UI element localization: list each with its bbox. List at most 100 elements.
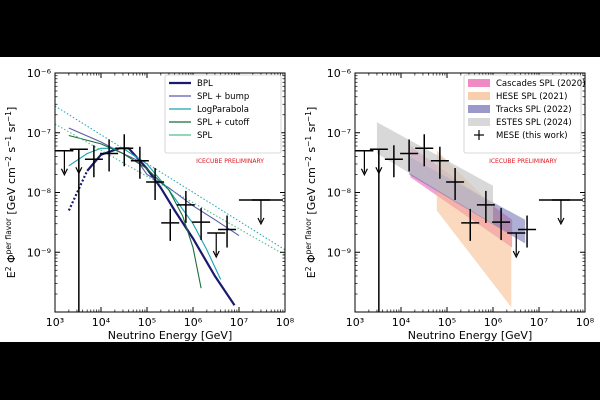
line-bpl	[86, 147, 236, 306]
data-point	[384, 145, 403, 178]
preliminary-label: ICECUBE PRELIMINARY	[489, 158, 557, 165]
upper-limit-arrow	[360, 168, 368, 177]
y-label-part: ]	[5, 107, 18, 111]
line-bpl-low	[67, 170, 89, 211]
data-point	[100, 139, 119, 172]
y-tick-label: 10⁻⁷	[327, 127, 351, 140]
upper-limit-arrow	[257, 217, 265, 226]
legend-label: SPL + bump	[197, 92, 249, 102]
x-tick-label: 10⁶	[484, 316, 503, 329]
x-tick-label: 10⁴	[392, 316, 411, 329]
y-label-part: −1	[4, 111, 13, 122]
data-point	[551, 199, 570, 226]
chart-svg: 10³ 10⁴ 10⁵ 10⁶ 10⁷ 10⁸ 10⁻⁹ 10⁻⁸ 10⁻⁷ 10⁻⁶ Neutri…	[4, 67, 595, 342]
data-point	[476, 190, 495, 223]
line-spl	[55, 123, 285, 256]
data-point	[400, 139, 419, 172]
legend-swatch	[468, 105, 490, 113]
y-label-part: Φ	[5, 254, 18, 266]
y-label-part: E	[305, 271, 318, 278]
y-label-part: −1	[304, 136, 313, 147]
figure: 10³ 10⁴ 10⁵ 10⁶ 10⁷ 10⁸ 10⁻⁹ 10⁻⁸ 10⁻⁷ 10⁻⁶ Neutri…	[0, 57, 600, 342]
x-tick-label: 10⁴	[92, 316, 111, 329]
y-label-part: −2	[4, 156, 13, 167]
x-tick-label: 10⁶	[184, 316, 203, 329]
legend: Cascades SPL (2020) HESE SPL (2021) Tracks…	[463, 74, 585, 154]
plot-area	[55, 105, 285, 312]
y-label-part: per flavor	[4, 217, 13, 254]
y-axis-label: E2 Φper flavor [GeV cm−2 s−1 sr−1]	[4, 107, 18, 279]
legend: BPL SPL + bump LogParabola SPL + cutoff SPL	[164, 74, 282, 154]
x-tick-label: 10³	[346, 316, 364, 329]
x-tick-label: 10⁵	[138, 316, 156, 329]
legend-label: HESE SPL (2021)	[496, 92, 567, 102]
line-spl-bump	[68, 127, 240, 237]
x-tick-label: 10⁷	[230, 316, 248, 329]
data-point	[146, 167, 165, 200]
legend-swatch	[468, 79, 490, 87]
legend-label: SPL	[197, 131, 213, 141]
y-label-part: Φ	[305, 254, 318, 266]
data-point	[446, 167, 465, 200]
x-axis-label: Neutrino Energy [GeV]	[408, 329, 532, 342]
legend-box	[164, 74, 282, 154]
x-tick-label: 10³	[46, 316, 64, 329]
y-label-part: E	[5, 271, 18, 278]
x-tick-label: 10⁷	[530, 316, 548, 329]
y-label-part: [GeV cm	[5, 167, 18, 218]
line-logparabola	[68, 147, 222, 280]
y-label-part: [GeV cm	[305, 167, 318, 218]
x-axis-label: Neutrino Energy [GeV]	[108, 329, 232, 342]
y-label-part: per flavor	[304, 217, 313, 254]
preliminary-label: ICECUBE PRELIMINARY	[196, 158, 264, 165]
legend-label: Tracks SPL (2022)	[495, 105, 572, 115]
legend-label: SPL + cutoff	[197, 118, 250, 128]
y-label-part: s	[305, 147, 318, 156]
y-label-part: 2	[4, 266, 13, 271]
panel-left: 10³ 10⁴ 10⁵ 10⁶ 10⁷ 10⁸ 10⁻⁹ 10⁻⁸ 10⁻⁷ 10⁻⁶ Neutri…	[4, 67, 295, 342]
y-tick-label: 10⁻⁹	[27, 246, 51, 259]
y-label-part: ]	[305, 107, 318, 111]
data-point	[115, 134, 134, 167]
y-label-part: sr	[5, 122, 18, 136]
data-point	[507, 232, 526, 259]
x-tick-label: 10⁸	[276, 316, 295, 329]
data-point	[176, 190, 195, 223]
y-tick-label: 10⁻⁶	[327, 67, 352, 80]
legend-label: LogParabola	[197, 105, 249, 115]
plot-area	[355, 122, 583, 312]
data-point	[492, 208, 511, 241]
upper-limit-arrow	[212, 250, 220, 259]
data-point	[218, 215, 237, 248]
legend-label: ESTES SPL (2024)	[496, 118, 572, 128]
y-tick-label: 10⁻⁷	[27, 127, 51, 140]
data-point	[55, 149, 74, 177]
data-point	[355, 149, 374, 177]
y-label-part: −1	[4, 136, 13, 147]
data-point	[207, 232, 226, 259]
data-point	[430, 146, 449, 179]
upper-limit-arrow	[557, 217, 565, 226]
upper-limit-arrow	[512, 250, 520, 259]
data-point	[415, 134, 434, 167]
data-point	[130, 146, 149, 179]
y-tick-label: 10⁻⁸	[327, 187, 352, 200]
upper-limit-arrow	[60, 168, 68, 177]
y-label-part: sr	[305, 122, 318, 136]
data-point	[518, 215, 537, 248]
y-axis-label: E2 Φper flavor [GeV cm−2 s−1 sr−1]	[304, 107, 318, 279]
band-estes	[376, 122, 493, 224]
legend-swatch	[468, 118, 490, 126]
data-point	[84, 145, 103, 178]
x-tick-label: 10⁸	[576, 316, 595, 329]
legend-label: BPL	[197, 79, 213, 89]
data-point	[251, 199, 270, 226]
legend-swatch	[468, 92, 490, 100]
legend-label: MESE (this work)	[496, 131, 568, 141]
y-tick-label: 10⁻⁸	[27, 187, 52, 200]
panel-right: 10³ 10⁴ 10⁵ 10⁶ 10⁷ 10⁸ 10⁻⁹ 10⁻⁸ 10⁻⁷ 10⁻⁶ Neutri…	[304, 67, 595, 342]
data-point	[461, 208, 480, 241]
y-label-part: s	[5, 147, 18, 156]
y-label-part: −1	[304, 111, 313, 122]
y-tick-label: 10⁻⁹	[327, 246, 351, 259]
